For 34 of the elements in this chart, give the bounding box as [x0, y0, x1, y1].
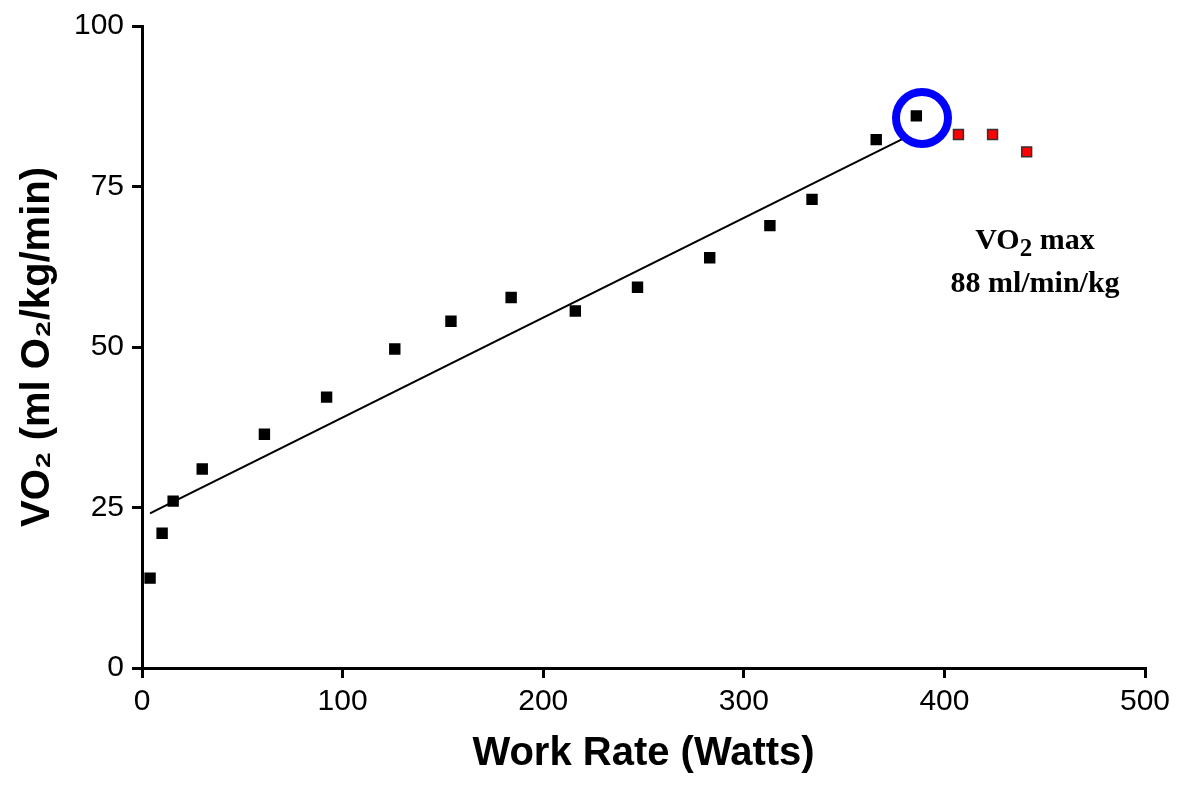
point [986, 128, 999, 141]
point [389, 343, 401, 355]
point [952, 128, 965, 141]
y-tick-label: 25 [90, 488, 125, 522]
y-tick-label: 0 [107, 649, 125, 683]
x-tick-label: 300 [718, 683, 769, 717]
y-tick-label: 75 [90, 167, 125, 201]
point [167, 495, 179, 507]
point [806, 193, 818, 206]
point [505, 291, 517, 304]
annotation: VO$_{2}$ max [974, 221, 1096, 263]
point [445, 315, 457, 328]
point [569, 305, 582, 317]
point [910, 110, 923, 122]
x-tick-label: 400 [919, 683, 970, 717]
point [704, 252, 716, 264]
x-tick-label: 500 [1119, 683, 1171, 717]
point [156, 527, 168, 539]
point [1020, 146, 1033, 158]
point [258, 428, 271, 441]
point [631, 281, 644, 293]
point [144, 572, 156, 584]
point [870, 133, 882, 146]
y-axis-title: VO₂ (ml O₂/kg/min) [13, 166, 58, 528]
x-tick-label: 100 [317, 683, 368, 717]
point [196, 463, 208, 475]
x-tick-label: 200 [518, 683, 569, 717]
annotation: 88 ml/min/kg [949, 264, 1121, 301]
y-tick-label: 100 [73, 7, 125, 41]
point [764, 219, 776, 232]
y-tick-label: 50 [90, 328, 125, 362]
x-axis-title: Work Rate (Watts) [472, 729, 815, 774]
x-tick-label: 0 [133, 683, 151, 717]
point [320, 391, 333, 403]
